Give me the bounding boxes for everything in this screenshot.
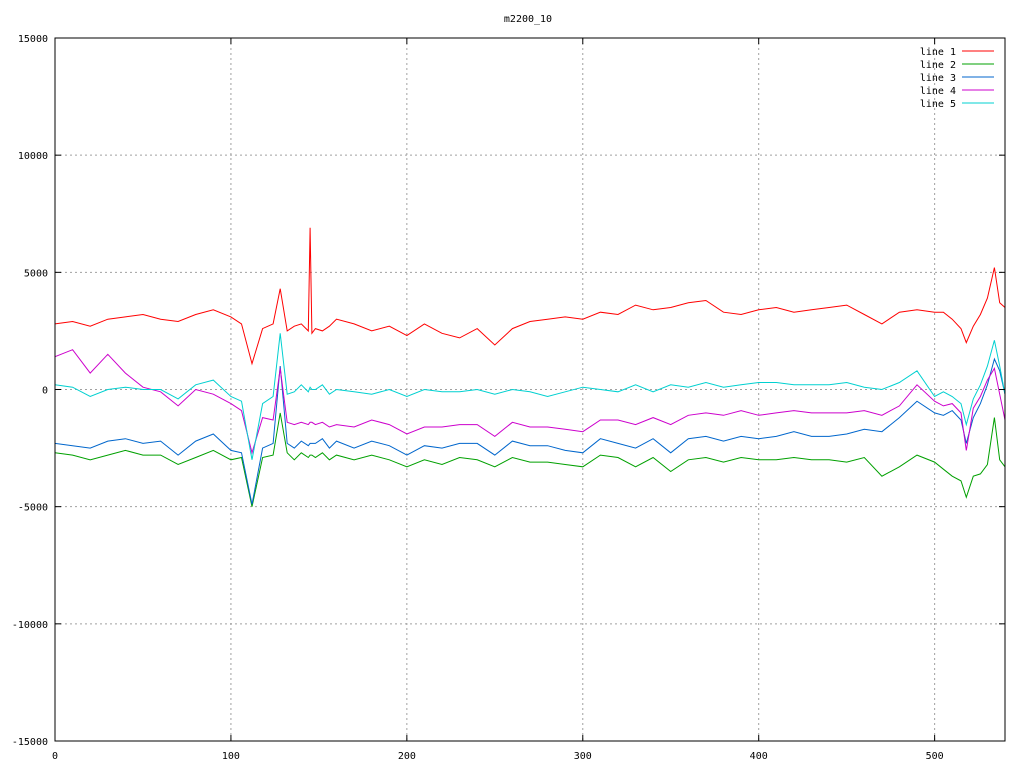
x-tick-label: 500	[926, 751, 944, 762]
x-tick-label: 0	[52, 751, 58, 762]
y-tick-label: 5000	[24, 268, 48, 279]
x-tick-label: 200	[398, 751, 416, 762]
series-line-3	[54, 357, 1006, 505]
grid	[55, 38, 1005, 741]
y-tick-label: -15000	[12, 737, 48, 748]
series-line-4	[54, 349, 1006, 455]
x-tick-label: 100	[222, 751, 240, 762]
y-tick-label: 10000	[18, 151, 48, 162]
axis-ticks: 0 100 200 300 400 500 15000 10000 5000 0 -5000 -100…	[12, 34, 1005, 762]
y-tick-label: -5000	[18, 503, 48, 514]
legend-label: line 5	[920, 99, 956, 110]
legend-label: line 3	[920, 73, 956, 84]
y-tick-label: 0	[42, 386, 48, 397]
series-line-1	[54, 227, 1006, 366]
series-line-5	[54, 333, 1006, 460]
legend-label: line 2	[920, 60, 956, 71]
legend-label: line 1	[920, 47, 956, 58]
series-lines	[54, 227, 1006, 507]
y-tick-label: -10000	[12, 620, 48, 631]
legend: line 1 line 2 line 3 line 4 line 5	[920, 47, 994, 110]
x-tick-label: 400	[750, 751, 768, 762]
legend-label: line 4	[920, 86, 956, 97]
chart-title: m2200_10	[504, 14, 552, 25]
series-line-2	[54, 412, 1006, 507]
y-tick-label: 15000	[18, 34, 48, 45]
x-tick-label: 300	[574, 751, 592, 762]
